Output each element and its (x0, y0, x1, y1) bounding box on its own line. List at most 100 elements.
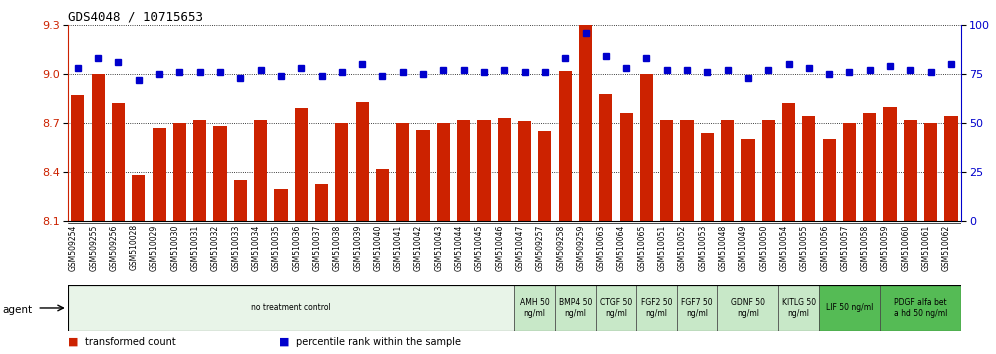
Text: GSM510033: GSM510033 (231, 224, 240, 271)
Bar (234, 180, 247, 221)
Bar (315, 184, 328, 221)
Text: KITLG 50
ng/ml: KITLG 50 ng/ml (782, 298, 816, 318)
Bar (437, 123, 450, 221)
Text: GSM509254: GSM509254 (69, 224, 78, 271)
Bar (823, 139, 836, 221)
Bar (254, 120, 267, 221)
Text: GSM510061: GSM510061 (921, 224, 930, 270)
Bar (579, 25, 592, 221)
Text: GSM510053: GSM510053 (698, 224, 707, 271)
Bar (356, 102, 369, 221)
Text: GSM510046: GSM510046 (495, 224, 504, 271)
Bar (819, 285, 879, 331)
Text: BMP4 50
ng/ml: BMP4 50 ng/ml (559, 298, 592, 318)
Text: GSM510031: GSM510031 (190, 224, 200, 270)
Bar (457, 120, 470, 221)
Text: GSM509255: GSM509255 (90, 224, 99, 271)
Text: GSM509256: GSM509256 (110, 224, 119, 271)
Bar (600, 93, 613, 221)
Text: GSM510042: GSM510042 (414, 224, 423, 270)
Text: GSM510056: GSM510056 (820, 224, 829, 271)
Text: GSM510028: GSM510028 (129, 224, 138, 270)
Text: GSM510040: GSM510040 (374, 224, 382, 271)
Text: GSM510052: GSM510052 (678, 224, 687, 270)
Bar (680, 120, 693, 221)
Text: percentile rank within the sample: percentile rank within the sample (296, 337, 461, 347)
Text: GSM510058: GSM510058 (861, 224, 870, 270)
Text: GSM510048: GSM510048 (719, 224, 728, 270)
Text: GSM510054: GSM510054 (780, 224, 789, 271)
Bar (660, 120, 673, 221)
Text: GSM510034: GSM510034 (252, 224, 261, 271)
Bar (879, 285, 961, 331)
Text: GDS4048 / 10715653: GDS4048 / 10715653 (68, 11, 203, 24)
Text: agent: agent (2, 305, 32, 315)
Text: GSM510045: GSM510045 (475, 224, 484, 271)
Text: CTGF 50
ng/ml: CTGF 50 ng/ml (600, 298, 632, 318)
Bar (68, 285, 515, 331)
Text: GSM510044: GSM510044 (454, 224, 464, 271)
Text: transformed count: transformed count (85, 337, 175, 347)
Bar (375, 169, 389, 221)
Text: GSM510038: GSM510038 (333, 224, 342, 270)
Bar (701, 133, 714, 221)
Text: GSM510030: GSM510030 (170, 224, 179, 271)
Bar (762, 120, 775, 221)
Text: GSM510060: GSM510060 (901, 224, 910, 271)
Bar (538, 131, 552, 221)
Text: GSM510043: GSM510043 (434, 224, 443, 271)
Bar (555, 285, 596, 331)
Bar (802, 116, 816, 221)
Text: FGF2 50
ng/ml: FGF2 50 ng/ml (640, 298, 672, 318)
Text: GSM510064: GSM510064 (618, 224, 626, 271)
Bar (92, 74, 105, 221)
Bar (416, 130, 429, 221)
Text: GSM510047: GSM510047 (516, 224, 525, 271)
Bar (515, 285, 555, 331)
Text: GSM510049: GSM510049 (739, 224, 748, 271)
Bar (677, 285, 717, 331)
Bar (132, 175, 145, 221)
Bar (213, 126, 227, 221)
Text: GSM510065: GSM510065 (637, 224, 646, 271)
Text: GSM510063: GSM510063 (597, 224, 606, 271)
Text: GSM510032: GSM510032 (211, 224, 220, 270)
Text: GSM510037: GSM510037 (313, 224, 322, 271)
Text: no treatment control: no treatment control (251, 303, 331, 313)
Text: ■: ■ (279, 337, 290, 347)
Bar (596, 285, 636, 331)
Bar (295, 108, 308, 221)
Bar (944, 116, 957, 221)
Bar (864, 113, 876, 221)
Bar (741, 139, 755, 221)
Text: PDGF alfa bet
a hd 50 ng/ml: PDGF alfa bet a hd 50 ng/ml (893, 298, 947, 318)
Bar (172, 123, 186, 221)
Bar (152, 128, 165, 221)
Bar (498, 118, 511, 221)
Bar (883, 107, 896, 221)
Bar (112, 103, 125, 221)
Bar (717, 285, 779, 331)
Text: GSM510041: GSM510041 (393, 224, 402, 270)
Bar (193, 120, 206, 221)
Text: GSM510035: GSM510035 (272, 224, 281, 271)
Bar (639, 74, 653, 221)
Text: GSM509258: GSM509258 (556, 224, 565, 270)
Text: ■: ■ (68, 337, 79, 347)
Text: GSM510036: GSM510036 (292, 224, 301, 271)
Bar (903, 120, 917, 221)
Text: GDNF 50
ng/ml: GDNF 50 ng/ml (731, 298, 765, 318)
Text: GSM510039: GSM510039 (354, 224, 363, 271)
Text: LIF 50 ng/ml: LIF 50 ng/ml (826, 303, 873, 313)
Bar (274, 188, 288, 221)
Bar (779, 285, 819, 331)
Text: GSM510059: GSM510059 (881, 224, 890, 271)
Bar (843, 123, 857, 221)
Text: GSM509259: GSM509259 (577, 224, 586, 271)
Bar (477, 120, 491, 221)
Text: GSM510051: GSM510051 (657, 224, 666, 270)
Text: GSM510029: GSM510029 (150, 224, 159, 270)
Bar (782, 103, 795, 221)
Text: FGF7 50
ng/ml: FGF7 50 ng/ml (681, 298, 713, 318)
Bar (72, 95, 85, 221)
